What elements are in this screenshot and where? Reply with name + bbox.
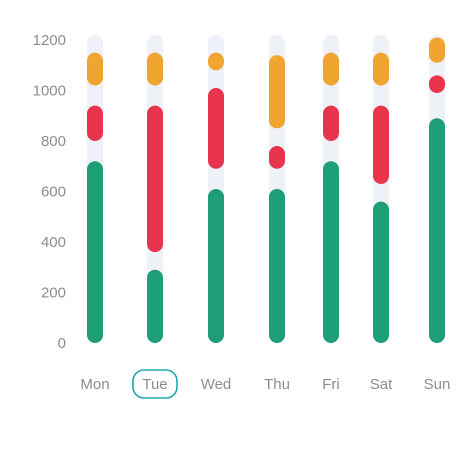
bar-segment-3	[208, 52, 224, 71]
bar-segment-1	[87, 161, 103, 343]
bar-segment-1	[208, 188, 224, 343]
y-tick-label: 0	[58, 335, 66, 352]
bar-segment-3	[147, 52, 163, 86]
x-tick-label-wed[interactable]: Wed	[201, 376, 232, 393]
bar-group-sat[interactable]: Sat	[370, 34, 393, 393]
bar-segment-3	[323, 52, 339, 86]
bar-segment-2	[373, 105, 389, 184]
bar-group-thu[interactable]: Thu	[264, 34, 290, 393]
bar-segment-3	[87, 52, 103, 86]
bar-segment-2	[208, 87, 224, 169]
bar-segment-2	[269, 146, 285, 169]
bar-segment-2	[87, 105, 103, 141]
bar-segment-3	[429, 37, 445, 63]
bar-segment-1	[269, 188, 285, 343]
bar-segment-2	[323, 105, 339, 141]
y-tick-label: 600	[41, 184, 66, 201]
x-tick-label-tue[interactable]: Tue	[142, 376, 167, 393]
bar-segment-1	[323, 161, 339, 343]
bar-segment-2	[147, 105, 163, 253]
bar-group-tue[interactable]: Tue	[132, 34, 178, 399]
y-tick-label: 1200	[33, 32, 66, 49]
bar-segment-1	[147, 269, 163, 343]
x-tick-label-thu[interactable]: Thu	[264, 376, 290, 393]
y-tick-label: 400	[41, 234, 66, 251]
bar-segment-3	[373, 52, 389, 86]
y-tick-label: 800	[41, 133, 66, 150]
bar-group-sun[interactable]: Sun	[424, 34, 451, 393]
bar-group-mon[interactable]: Mon	[80, 34, 110, 393]
bar-group-wed[interactable]: Wed	[201, 34, 232, 393]
bar-group-fri[interactable]: Fri	[322, 34, 340, 393]
x-tick-label-fri[interactable]: Fri	[322, 376, 340, 393]
y-tick-label: 1000	[33, 83, 66, 100]
selected-day-indicator	[132, 369, 178, 399]
y-tick-label: 200	[41, 285, 66, 302]
bar-segment-3	[269, 55, 285, 129]
x-tick-label-mon[interactable]: Mon	[80, 376, 109, 393]
x-tick-label-sun[interactable]: Sun	[424, 376, 451, 393]
bar-segment-2	[429, 75, 445, 94]
bar-segment-1	[429, 118, 445, 344]
x-tick-label-sat[interactable]: Sat	[370, 376, 393, 393]
bar-segment-1	[373, 201, 389, 343]
